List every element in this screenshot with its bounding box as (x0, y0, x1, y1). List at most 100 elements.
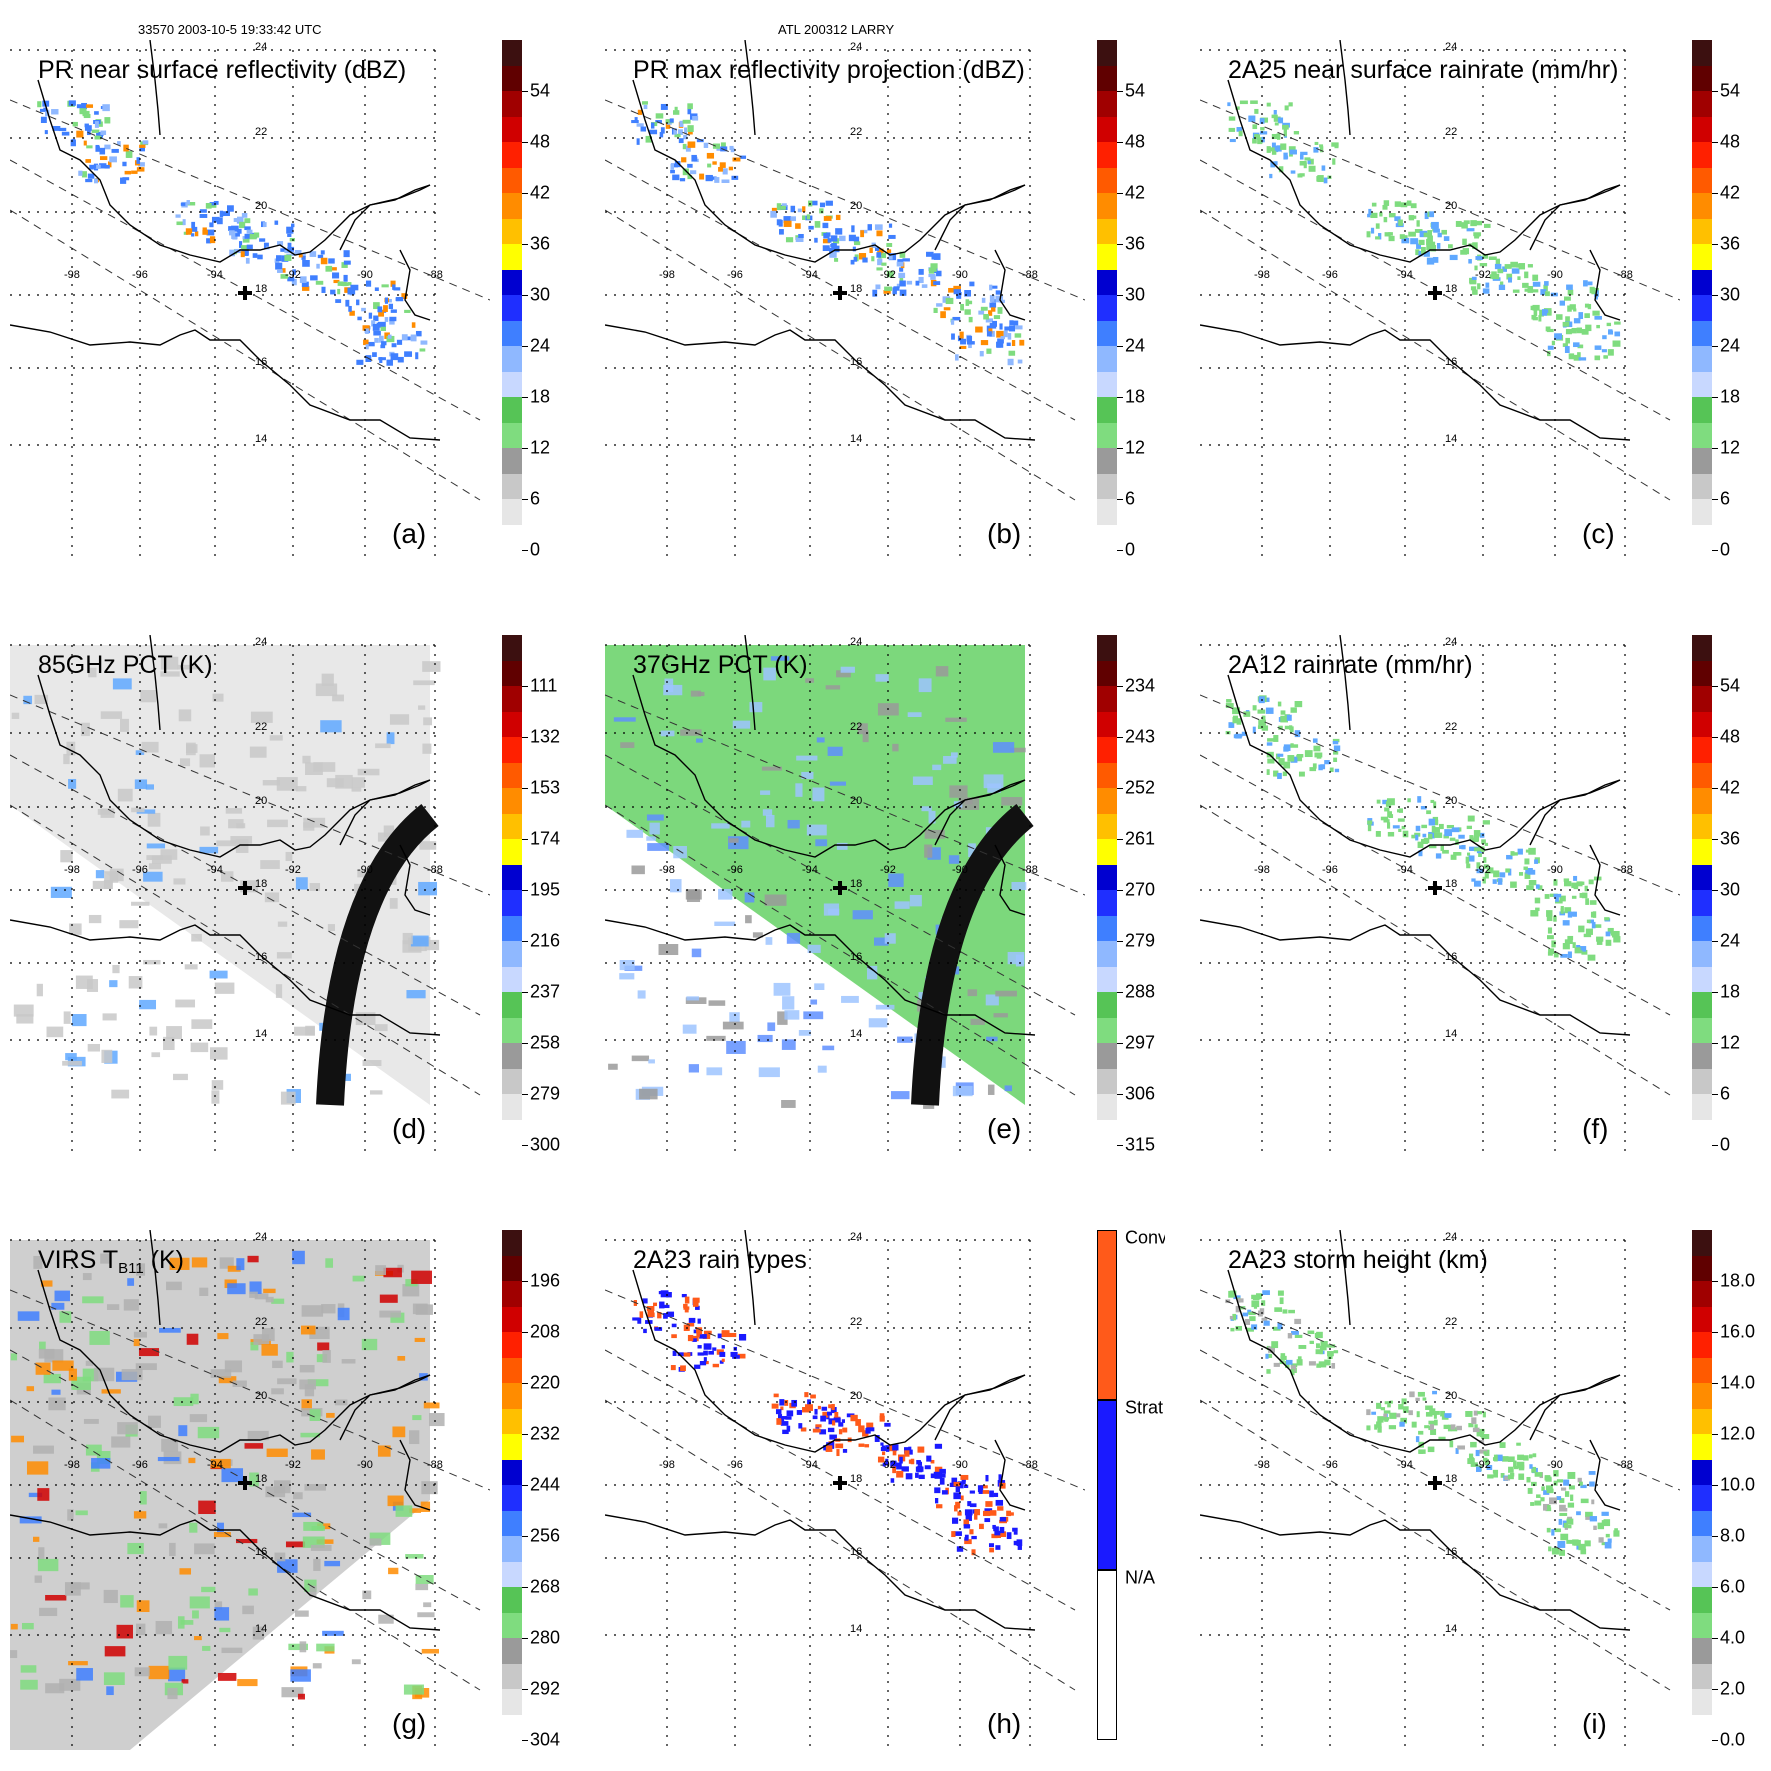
rain-pixel (86, 104, 94, 108)
rain-pixel (960, 1482, 964, 1489)
rain-pixel (1263, 1320, 1270, 1326)
colorbar-tick: 54 (1720, 80, 1741, 101)
colorbar-segment (1097, 397, 1117, 424)
rain-pixel (1012, 1527, 1018, 1532)
panel-title-g: VIRS TB11 (K) (38, 1246, 184, 1277)
rain-pixel (277, 241, 284, 246)
rain-pixel (1259, 118, 1265, 124)
data-pixel (21, 1622, 34, 1630)
rain-pixel (1388, 235, 1395, 242)
colorbar-tick-mark (522, 686, 528, 687)
colorbar-segment (1097, 116, 1117, 143)
data-pixel (767, 1022, 776, 1032)
coastline (1200, 324, 1631, 441)
rain-pixel (705, 174, 713, 182)
rain-pixel (1483, 857, 1487, 863)
colorbar-segment (1692, 737, 1712, 764)
rain-pixel (1371, 202, 1377, 207)
rain-pixel (879, 1415, 885, 1422)
rain-pixel (997, 1506, 1004, 1511)
data-pixel (147, 812, 161, 827)
coastline (605, 919, 1036, 1036)
data-pixel (784, 1010, 800, 1020)
rain-pixel (1267, 738, 1275, 742)
rain-pixel (684, 127, 688, 134)
rain-pixel (1570, 1494, 1574, 1501)
colorbar-tick-mark (1712, 1281, 1718, 1282)
rain-pixel (660, 103, 668, 110)
rain-pixel (1417, 1391, 1425, 1397)
rain-pixel (1543, 309, 1549, 314)
data-pixel (103, 1672, 125, 1685)
colorbar-segment (502, 966, 522, 993)
rain-pixel (1492, 879, 1497, 884)
rain-pixel (706, 152, 715, 159)
rain-pixel (867, 224, 872, 231)
colorbar-tick-mark (1117, 737, 1123, 738)
rain-pixel (783, 220, 792, 227)
data-pixel (181, 1679, 189, 1684)
lat-label: 16 (255, 951, 267, 963)
rain-pixel (404, 309, 411, 313)
rain-pixel (1009, 325, 1016, 332)
rain-pixel (1553, 952, 1559, 958)
rain-pixel (1466, 228, 1475, 232)
rain-pixel (209, 202, 216, 206)
rain-pixel (948, 287, 955, 293)
rain-pixel (94, 178, 98, 184)
data-pixel (160, 656, 179, 670)
panel-title-a: PR near surface reflectivity (dBZ) (38, 56, 407, 84)
rain-pixel (695, 1305, 700, 1310)
rain-pixel (728, 166, 734, 171)
data-pixel (760, 790, 771, 795)
lon-label: -92 (880, 864, 896, 876)
rain-pixel (1546, 915, 1553, 922)
rain-pixel (374, 287, 379, 292)
colorbar-tick-mark (1712, 1689, 1718, 1690)
colorbar-segment (1692, 371, 1712, 398)
rain-pixel (415, 330, 422, 337)
colorbar-segment (502, 116, 522, 143)
rain-pixel (378, 309, 385, 317)
rain-pixel (829, 247, 833, 254)
lon-label: -94 (207, 269, 223, 281)
rain-pixel (1502, 266, 1507, 272)
rain-pixel (1516, 1442, 1521, 1446)
colorbar-segment (1692, 448, 1712, 475)
rain-pixel (692, 1338, 697, 1342)
data-pixel (236, 1258, 245, 1271)
rain-pixel (1578, 925, 1585, 933)
rain-pixel (720, 142, 726, 148)
rain-pixel (1246, 1327, 1254, 1332)
colorbar-segment (1692, 864, 1712, 891)
colorbar-tick: 30 (1720, 879, 1741, 900)
rain-pixel (1398, 1404, 1404, 1410)
rain-pixel (988, 310, 993, 316)
rain-pixel (854, 241, 861, 246)
data-pixel (414, 1337, 426, 1342)
rain-pixel (1273, 735, 1279, 742)
colorbar-segment (1692, 1434, 1712, 1461)
rain-pixel (1605, 939, 1612, 946)
rain-pixel (827, 238, 832, 243)
data-pixel (45, 1683, 65, 1694)
rain-pixel (390, 280, 396, 287)
rain-pixel (1511, 268, 1520, 274)
data-pixel (807, 944, 821, 953)
coastline (149, 40, 161, 136)
rain-pixel (415, 352, 419, 360)
rain-pixel (1256, 134, 1261, 140)
data-pixel (212, 693, 224, 702)
rain-pixel (993, 1526, 999, 1532)
data-pixel (199, 754, 215, 768)
data-pixel (341, 1359, 356, 1364)
data-pixel (275, 984, 283, 998)
rain-pixel (1546, 1488, 1554, 1494)
lon-label: -96 (727, 864, 743, 876)
data-pixel (179, 758, 191, 767)
colorbar-tick-mark (1712, 1383, 1718, 1384)
rain-pixel (804, 1392, 809, 1398)
rain-pixel (205, 203, 212, 209)
